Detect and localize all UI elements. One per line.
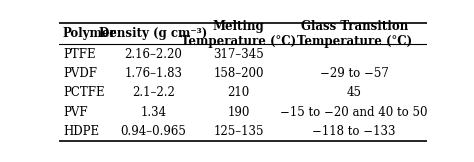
Text: PTFE: PTFE <box>63 48 95 61</box>
Text: −15 to −20 and 40 to 50: −15 to −20 and 40 to 50 <box>281 106 428 119</box>
Text: Glass Transition
Temperature (°C): Glass Transition Temperature (°C) <box>297 20 412 48</box>
Text: HDPE: HDPE <box>63 125 99 138</box>
Text: 158–200: 158–200 <box>213 67 264 80</box>
Text: Melting
Temperature (°C): Melting Temperature (°C) <box>181 20 296 48</box>
Text: PVDF: PVDF <box>63 67 97 80</box>
Text: 1.34: 1.34 <box>140 106 166 119</box>
Text: PCTFE: PCTFE <box>63 86 104 99</box>
Text: −29 to −57: −29 to −57 <box>320 67 389 80</box>
Text: Density (g cm⁻³): Density (g cm⁻³) <box>99 27 208 40</box>
Text: PVF: PVF <box>63 106 88 119</box>
Text: 317–345: 317–345 <box>213 48 264 61</box>
Text: 190: 190 <box>227 106 250 119</box>
Text: 1.76–1.83: 1.76–1.83 <box>124 67 182 80</box>
Text: −118 to −133: −118 to −133 <box>312 125 396 138</box>
Text: 210: 210 <box>227 86 249 99</box>
Text: Polymer: Polymer <box>63 27 117 40</box>
Text: 2.16–2.20: 2.16–2.20 <box>124 48 182 61</box>
Text: 125–135: 125–135 <box>213 125 264 138</box>
Text: 2.1–2.2: 2.1–2.2 <box>132 86 175 99</box>
Text: 45: 45 <box>346 86 362 99</box>
Text: 0.94–0.965: 0.94–0.965 <box>120 125 186 138</box>
